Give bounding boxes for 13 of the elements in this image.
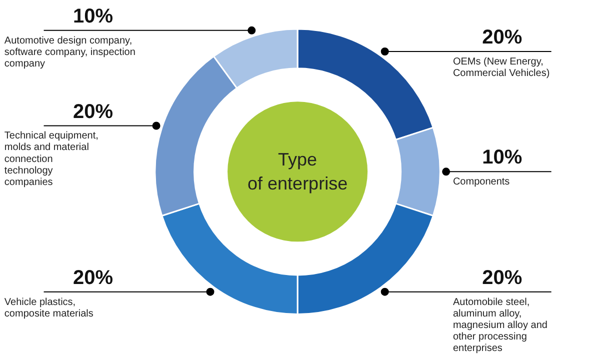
slice-label: Components [452,176,510,188]
data-label: 20% [72,100,114,123]
data-label: 10% [482,146,522,169]
slice-label: Technical equipment, molds and material connection technology companies [4,130,98,188]
slice-label: Vehicle plastics, composite materials [4,296,94,320]
slice-label: Automobile steel, aluminum alloy, magnesium alloy and other processing enterprises [452,296,548,354]
slice-label: OEMs (New Energy, Commercial Vehicles) [452,56,550,79]
data-label: 20% [482,266,522,289]
data-label: 20% [72,266,114,289]
text: Type of enterprise [248,150,348,194]
slice-label: Automotive design company, software company, inspection company [4,35,136,70]
data-label: 20% [482,26,522,49]
data-label: 10% [72,5,114,28]
